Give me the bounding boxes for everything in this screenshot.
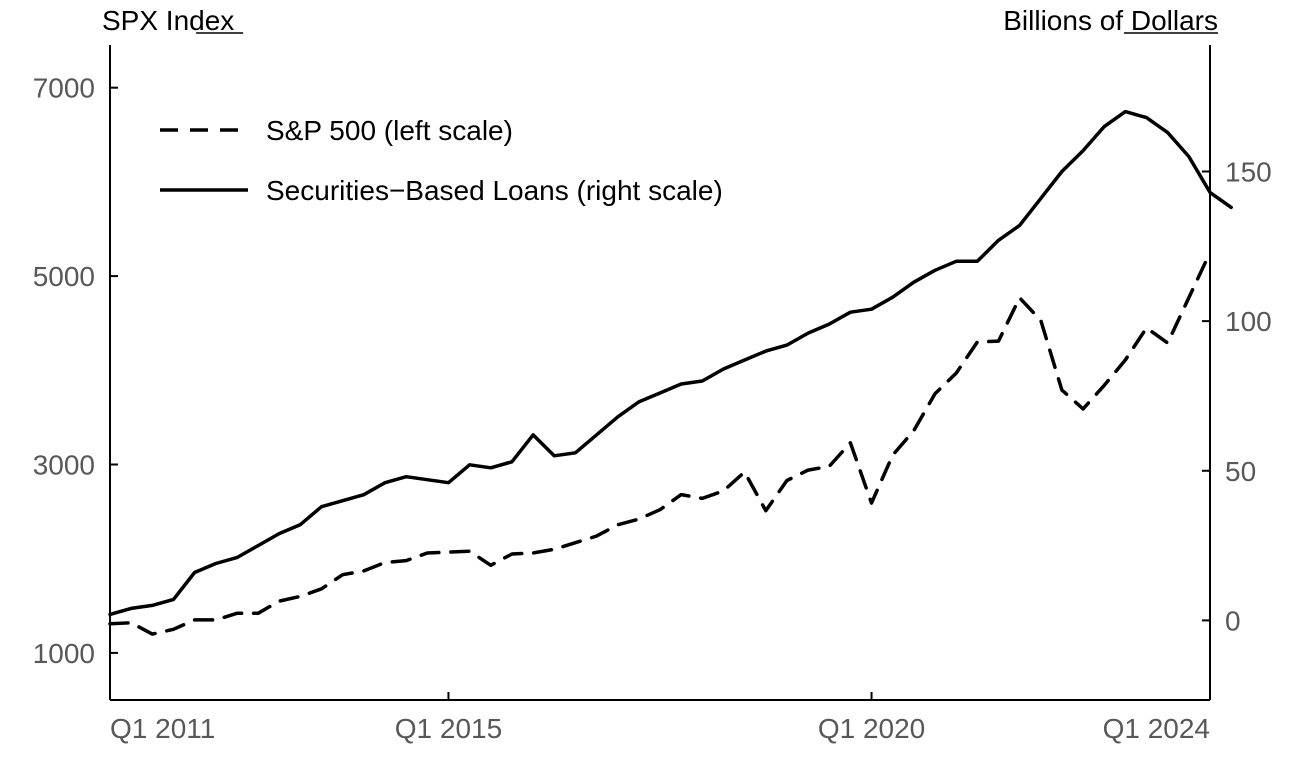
x-tick-label: Q1 2024 [1103, 713, 1210, 744]
right-tick-label: 100 [1225, 306, 1272, 337]
chart-svg: SPX IndexBillions of Dollars100030005000… [0, 0, 1297, 781]
right-tick-label: 50 [1225, 456, 1256, 487]
left-tick-label: 7000 [33, 73, 95, 104]
x-tick-label: Q1 2020 [818, 713, 925, 744]
left-axis-title: SPX Index [102, 5, 234, 36]
legend-label: S&P 500 (left scale) [266, 115, 513, 146]
left-tick-label: 1000 [33, 638, 95, 669]
right-tick-label: 150 [1225, 157, 1272, 188]
legend-label: Securities−Based Loans (right scale) [266, 175, 723, 206]
right-tick-label: 0 [1225, 605, 1241, 636]
left-tick-label: 3000 [33, 449, 95, 480]
right-axis-title: Billions of Dollars [1003, 5, 1218, 36]
x-tick-label: Q1 2011 [110, 713, 215, 744]
dual-axis-line-chart: SPX IndexBillions of Dollars100030005000… [0, 0, 1297, 781]
left-tick-label: 5000 [33, 261, 95, 292]
x-tick-label: Q1 2015 [395, 713, 502, 744]
